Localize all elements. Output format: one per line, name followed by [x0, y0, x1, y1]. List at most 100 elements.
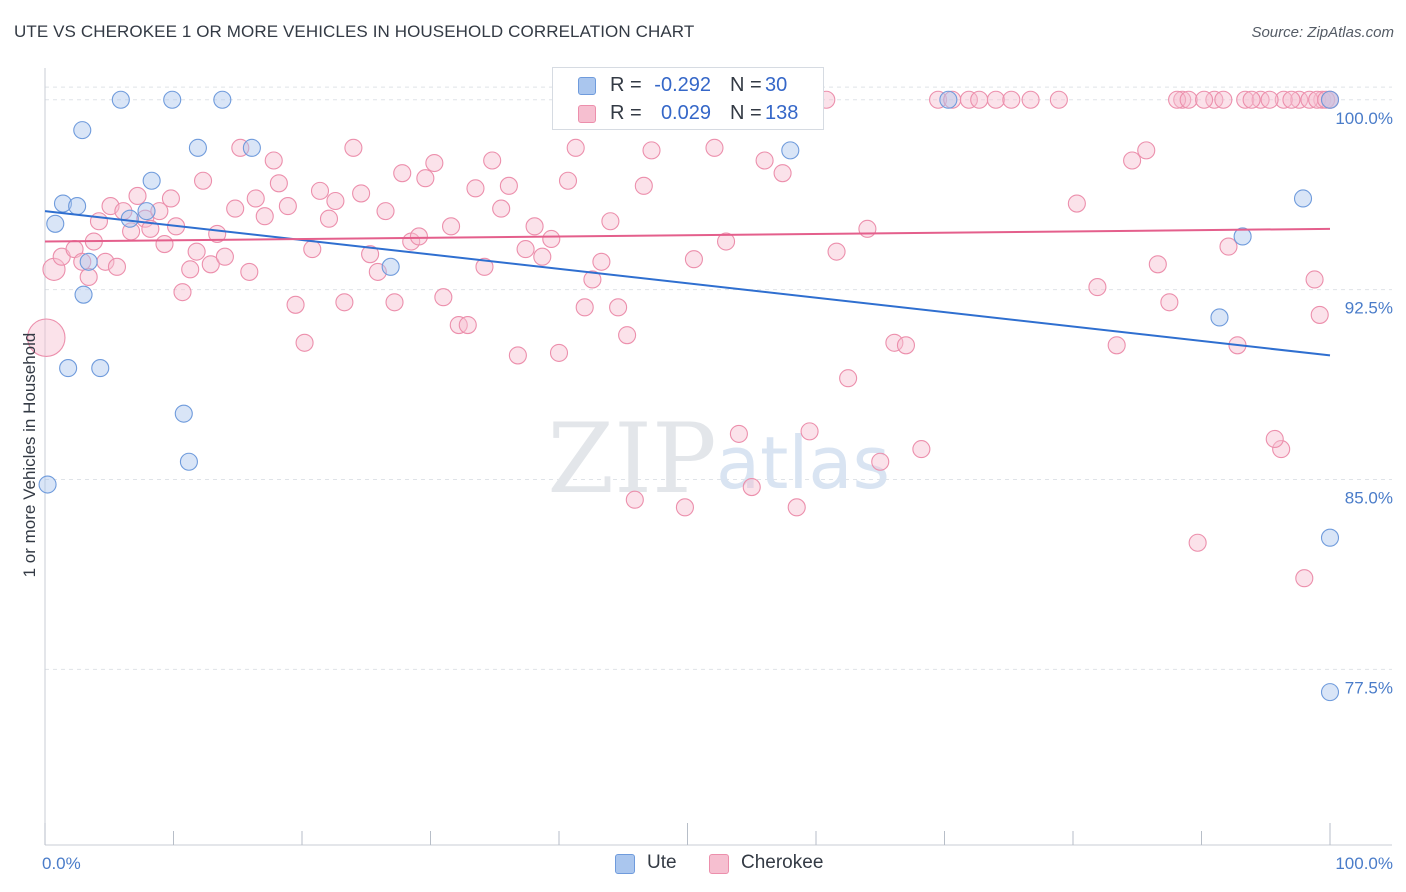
- axes: [44, 68, 1392, 846]
- ute-point: [74, 285, 93, 304]
- cherokee-point: [827, 242, 846, 261]
- cherokee-point: [986, 90, 1005, 109]
- ute-point: [179, 452, 198, 471]
- cherokee-point: [716, 232, 736, 251]
- cherokee-point: [416, 169, 435, 188]
- cherokee-point: [393, 164, 412, 183]
- cherokee-point: [319, 209, 339, 228]
- ute-point: [46, 214, 65, 233]
- cherokee-point: [1282, 90, 1301, 109]
- cherokee-point: [425, 153, 444, 173]
- cherokee-point: [240, 262, 259, 281]
- cherokee-point: [755, 151, 774, 170]
- ute-point: [142, 171, 161, 190]
- cherokee-point: [787, 498, 806, 517]
- cherokee-point: [1272, 440, 1291, 459]
- cherokee-point: [1305, 270, 1324, 289]
- cherokee-n-label: N =: [730, 102, 762, 124]
- cherokee-point: [609, 298, 628, 317]
- ute-point: [939, 90, 958, 109]
- ute-legend-swatch: [615, 854, 635, 874]
- trend-lines: [44, 210, 1331, 357]
- cherokee-point: [566, 138, 585, 157]
- tick-labels: 77.5% 85.0% 92.5% 100.0% 0.0% 100.0%: [42, 109, 1393, 873]
- cherokee-point: [1265, 429, 1284, 449]
- cherokee-point: [1214, 90, 1233, 109]
- cherokee-point: [1236, 90, 1255, 109]
- ute-point: [111, 90, 130, 109]
- cherokee-point: [1049, 90, 1068, 109]
- cherokee-point: [1195, 90, 1214, 109]
- stats-legend: R = -0.292 N = 30 R = 0.029 N = 138: [552, 67, 824, 130]
- cherokee-point: [352, 184, 371, 203]
- ute-point: [213, 90, 232, 109]
- cherokee-point: [1260, 90, 1279, 109]
- cherokee-point: [303, 240, 322, 259]
- cherokee-point: [155, 234, 174, 254]
- cherokee-point: [1317, 90, 1336, 109]
- ute-point: [91, 359, 110, 378]
- cherokee-point: [141, 219, 160, 238]
- cherokee-point: [89, 212, 109, 231]
- cherokee-point: [173, 283, 192, 302]
- cherokee-point: [558, 171, 578, 190]
- cherokee-point: [592, 252, 611, 271]
- cherokee-point: [201, 255, 220, 274]
- cherokee-point: [959, 90, 978, 109]
- ute-legend-label: Ute: [647, 852, 677, 873]
- watermark-zip: ZIP: [547, 403, 716, 515]
- ute-point: [242, 138, 261, 157]
- cherokee-point: [705, 138, 724, 157]
- ute-point: [59, 359, 78, 378]
- cherokee-point: [583, 270, 602, 289]
- ute-point: [163, 90, 182, 109]
- y-tick-label: 85.0%: [1345, 488, 1393, 507]
- watermark-atlas: atlas: [716, 421, 890, 505]
- cherokee-point: [483, 151, 502, 170]
- cherokee-point: [475, 257, 494, 276]
- cherokee-point: [1179, 90, 1198, 109]
- cherokee-point: [376, 202, 395, 221]
- cherokee-point: [601, 212, 620, 231]
- cherokee-point: [1310, 305, 1329, 324]
- cherokee-point: [194, 171, 213, 190]
- ute-point: [1210, 308, 1229, 327]
- ute-point: [381, 257, 400, 276]
- cherokee-point: [246, 189, 265, 208]
- cherokee-point: [335, 293, 354, 312]
- ute-point: [68, 197, 87, 216]
- cherokee-point: [1123, 151, 1142, 170]
- cherokee-point: [73, 252, 92, 271]
- cherokee-point: [326, 191, 345, 211]
- cherokee-point: [1295, 569, 1314, 588]
- cherokee-point: [150, 202, 169, 221]
- ute-point: [120, 209, 139, 228]
- cherokee-point: [929, 90, 948, 109]
- ute-point: [79, 252, 98, 271]
- y-axis-label: 1 or more Vehicles in Household: [20, 333, 39, 578]
- cherokee-point: [516, 240, 535, 259]
- cherokee-point: [442, 217, 461, 236]
- cherokee-point: [1219, 237, 1238, 256]
- ute-point: [53, 194, 73, 213]
- cherokee-point: [344, 138, 363, 157]
- cherokee-point: [858, 219, 877, 238]
- x-tick-label: 100.0%: [1335, 854, 1393, 873]
- cherokee-point: [1021, 90, 1040, 109]
- cherokee-point: [278, 197, 297, 216]
- cherokee-trend-line: [44, 227, 1331, 243]
- cherokee-point: [1173, 90, 1192, 109]
- cherokee-point: [1290, 90, 1309, 109]
- legend-row-cherokee: R = 0.029 N = 138: [553, 100, 823, 128]
- legend-row-ute: R = -0.292 N = 30: [553, 72, 823, 100]
- cherokee-point: [1242, 90, 1261, 109]
- cherokee-point: [1274, 90, 1293, 109]
- cherokee-point: [1107, 336, 1126, 355]
- cherokee-point: [618, 326, 637, 345]
- cherokee-point: [549, 343, 569, 362]
- cherokee-point: [839, 369, 858, 388]
- ute-points: [38, 90, 1340, 702]
- ute-point: [1320, 683, 1340, 702]
- cherokee-point: [871, 452, 890, 471]
